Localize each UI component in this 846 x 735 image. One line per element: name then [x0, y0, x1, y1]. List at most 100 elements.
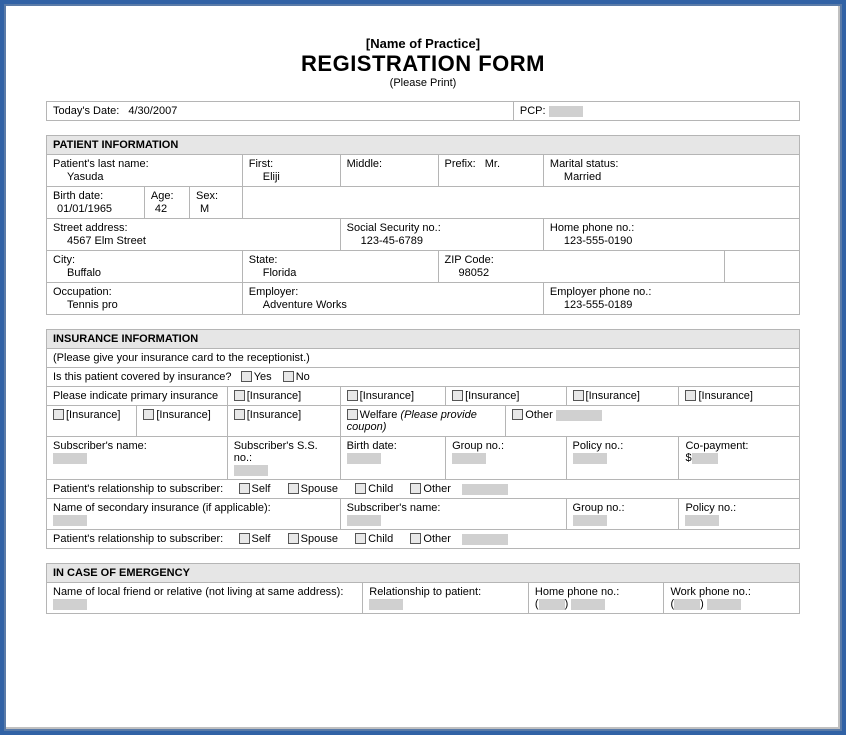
- welfare-opt: Welfare (Please provide coupon): [340, 406, 506, 437]
- sex-cell: Sex: M: [190, 187, 243, 219]
- rel1-self-checkbox[interactable]: [239, 483, 250, 494]
- form-title: REGISTRATION FORM: [46, 51, 800, 77]
- pcp-label: PCP:: [520, 105, 546, 117]
- document-page: [Name of Practice] REGISTRATION FORM (Pl…: [4, 4, 842, 731]
- em-work-num-input[interactable]: [707, 599, 741, 610]
- group2-label: Group no.:: [573, 502, 673, 514]
- emergency-section-title: IN CASE OF EMERGENCY: [47, 564, 800, 583]
- group-input[interactable]: [452, 453, 486, 464]
- ssn-label: Social Security no.:: [347, 222, 537, 234]
- rel2-spouse-checkbox[interactable]: [288, 533, 299, 544]
- em-work-label: Work phone no.:: [670, 586, 793, 598]
- em-friend-label: Name of local friend or relative (not li…: [53, 586, 356, 598]
- practice-name: [Name of Practice]: [46, 36, 800, 51]
- today-cell: Today's Date: 4/30/2007: [47, 102, 514, 121]
- policy2-label: Policy no.:: [685, 502, 793, 514]
- prefix-cell: Prefix: Mr.: [438, 155, 543, 187]
- ins-opt-3: [Insurance]: [446, 387, 566, 406]
- ins-checkbox-7[interactable]: [143, 409, 154, 420]
- rel1-other-input[interactable]: [462, 484, 508, 495]
- sub-name2-input[interactable]: [347, 515, 381, 526]
- form-header: [Name of Practice] REGISTRATION FORM (Pl…: [46, 36, 800, 89]
- empphone-value: 123-555-0189: [550, 298, 793, 311]
- sub-name2-cell: Subscriber's name:: [340, 499, 566, 530]
- topbar-table: Today's Date: 4/30/2007 PCP:: [46, 101, 800, 121]
- covered-yes-checkbox[interactable]: [241, 371, 252, 382]
- ins-opt-8: [Insurance]: [227, 406, 340, 437]
- policy-input[interactable]: [573, 453, 607, 464]
- em-home-num-input[interactable]: [571, 599, 605, 610]
- ins-checkbox-1[interactable]: [234, 390, 245, 401]
- sub-name-label: Subscriber's name:: [53, 440, 221, 452]
- first-name-cell: First: Eliji: [242, 155, 340, 187]
- ins-opt-1: [Insurance]: [227, 387, 340, 406]
- birth-cell: Birth date: 01/01/1965: [47, 187, 145, 219]
- group2-input[interactable]: [573, 515, 607, 526]
- rel2-child-checkbox[interactable]: [355, 533, 366, 544]
- other-checkbox[interactable]: [512, 409, 523, 420]
- em-work-area-input[interactable]: [674, 599, 700, 610]
- empphone-label: Employer phone no.:: [550, 286, 793, 298]
- secondary-label: Name of secondary insurance (if applicab…: [53, 502, 334, 514]
- sub-ssn-input[interactable]: [234, 465, 268, 476]
- copay-input[interactable]: [692, 453, 718, 464]
- last-name-value: Yasuda: [53, 170, 236, 183]
- state-cell: State: Florida: [242, 251, 438, 283]
- empty-cell-2: [724, 251, 799, 283]
- covered-label: Is this patient covered by insurance?: [53, 371, 232, 383]
- first-name-value: Eliji: [249, 170, 334, 183]
- age-value: 42: [151, 202, 183, 215]
- insurance-table: INSURANCE INFORMATION (Please give your …: [46, 329, 800, 549]
- em-rel-input[interactable]: [369, 599, 403, 610]
- group2-cell: Group no.:: [566, 499, 679, 530]
- street-value: 4567 Elm Street: [53, 234, 334, 247]
- sub-name-cell: Subscriber's name:: [47, 437, 228, 480]
- ins-opt-7: [Insurance]: [137, 406, 227, 437]
- first-name-label: First:: [249, 158, 334, 170]
- rel1-child-checkbox[interactable]: [355, 483, 366, 494]
- homephone-value: 123-555-0190: [550, 234, 793, 247]
- policy2-input[interactable]: [685, 515, 719, 526]
- primary-label: Please indicate primary insurance: [53, 390, 218, 402]
- sub-name-input[interactable]: [53, 453, 87, 464]
- patient-section-title: PATIENT INFORMATION: [47, 136, 800, 155]
- ins-checkbox-4[interactable]: [573, 390, 584, 401]
- rel2-other-checkbox[interactable]: [410, 533, 421, 544]
- group-cell: Group no.:: [446, 437, 566, 480]
- ins-birth-input[interactable]: [347, 453, 381, 464]
- covered-no-checkbox[interactable]: [283, 371, 294, 382]
- marital-cell: Marital status: Married: [543, 155, 799, 187]
- insurance-section-title: INSURANCE INFORMATION: [47, 330, 800, 349]
- secondary-input[interactable]: [53, 515, 87, 526]
- rel2-other-input[interactable]: [462, 534, 508, 545]
- group-label: Group no.:: [452, 440, 559, 452]
- rel2-self-checkbox[interactable]: [239, 533, 250, 544]
- birth-label: Birth date:: [53, 190, 138, 202]
- empty-cell-1: [242, 187, 799, 219]
- covered-row: Is this patient covered by insurance? Ye…: [47, 368, 800, 387]
- ssn-value: 123-45-6789: [347, 234, 537, 247]
- sub-name2-label: Subscriber's name:: [347, 502, 560, 514]
- city-value: Buffalo: [53, 266, 236, 279]
- primary-label-cell: Please indicate primary insurance: [47, 387, 228, 406]
- street-cell: Street address: 4567 Elm Street: [47, 219, 341, 251]
- pcp-input[interactable]: [549, 106, 583, 117]
- em-home-label: Home phone no.:: [535, 586, 658, 598]
- rel1-other-checkbox[interactable]: [410, 483, 421, 494]
- ins-checkbox-3[interactable]: [452, 390, 463, 401]
- em-friend-cell: Name of local friend or relative (not li…: [47, 583, 363, 614]
- rel1-spouse-checkbox[interactable]: [288, 483, 299, 494]
- em-friend-input[interactable]: [53, 599, 87, 610]
- occupation-cell: Occupation: Tennis pro: [47, 283, 243, 315]
- ins-birth-cell: Birth date:: [340, 437, 445, 480]
- state-label: State:: [249, 254, 432, 266]
- ins-checkbox-2[interactable]: [347, 390, 358, 401]
- ins-checkbox-5[interactable]: [685, 390, 696, 401]
- em-home-area-input[interactable]: [539, 599, 565, 610]
- today-label: Today's Date:: [53, 105, 119, 117]
- ins-checkbox-6[interactable]: [53, 409, 64, 420]
- no-label: No: [296, 371, 310, 383]
- welfare-checkbox[interactable]: [347, 409, 358, 420]
- other-input[interactable]: [556, 410, 602, 421]
- ins-checkbox-8[interactable]: [234, 409, 245, 420]
